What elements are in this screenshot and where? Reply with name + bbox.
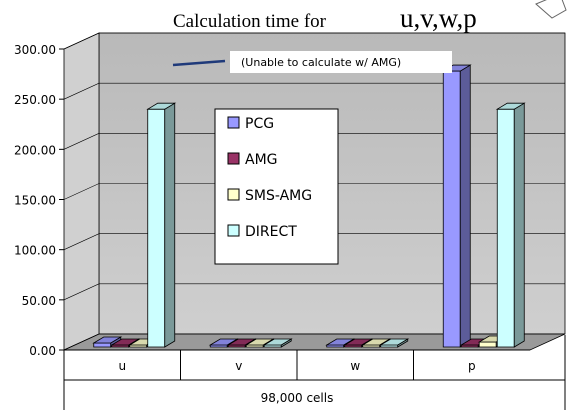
gridline — [63, 183, 565, 200]
y-tick-label: 150.00 — [14, 194, 56, 208]
x-tick-label: u — [118, 359, 126, 373]
annotation-leader-line — [172, 59, 226, 67]
bars — [92, 64, 526, 348]
legend-box — [214, 108, 339, 265]
x-axis: u v w p 98,000 cells — [63, 335, 566, 410]
bar-top — [226, 338, 257, 346]
y-tick-label: 250.00 — [14, 93, 56, 107]
gridline — [63, 233, 565, 250]
bar-front — [478, 341, 497, 348]
x-tick-label: p — [468, 359, 476, 373]
y-tick-label: 200.00 — [14, 143, 56, 157]
bar-side — [459, 64, 471, 348]
bar-front — [442, 70, 461, 348]
decorative-corner-shape — [535, 0, 567, 19]
bar-top — [343, 338, 374, 346]
x-tick-label: w — [350, 359, 360, 373]
gridline — [63, 283, 565, 301]
x-tick-label: v — [235, 359, 242, 373]
y-tick-label: 300.00 — [14, 43, 56, 57]
legend-label: PCG — [245, 116, 274, 132]
bar-side — [164, 102, 176, 348]
gridline — [63, 133, 565, 150]
y-axis-ticks: 0.00 50.00 100.00 150.00 200.00 250.00 300.00 — [14, 43, 64, 358]
gridlines — [63, 32, 565, 351]
gridline — [63, 32, 565, 50]
bar-front — [93, 342, 112, 348]
chart-title-text: Calculation time for — [173, 11, 327, 32]
bar-top — [262, 338, 293, 346]
bar-front — [496, 108, 515, 348]
chart-title-variables: u,v,w,p — [400, 3, 477, 33]
gridline — [63, 333, 565, 351]
bar-top — [92, 336, 123, 344]
y-tick-label: 50.00 — [22, 294, 56, 308]
legend-label: AMG — [245, 152, 278, 168]
bar-top — [361, 338, 392, 346]
legend-swatch — [227, 116, 240, 129]
legend-label: DIRECT — [245, 224, 297, 240]
annotation-text: (Unable to calculate w/ AMG) — [241, 56, 401, 69]
y-tick-label: 0.00 — [29, 344, 56, 358]
gridline — [63, 82, 565, 100]
bar-front — [147, 108, 166, 348]
chart-title: Calculation time for u,v,w,p — [173, 3, 477, 33]
bar-top — [110, 338, 141, 346]
x-group-label: 98,000 cells — [261, 391, 334, 405]
legend-swatch — [227, 188, 240, 201]
legend-label: SMS-AMG — [245, 188, 312, 204]
legend-swatch — [227, 152, 240, 165]
bar-top — [244, 338, 275, 346]
bar-side — [513, 102, 525, 348]
y-tick-label: 100.00 — [14, 244, 56, 258]
legend: PCG AMG SMS-AMG DIRECT — [214, 108, 339, 265]
bar-top — [379, 338, 410, 346]
bar-top — [208, 338, 239, 346]
legend-swatch — [227, 224, 240, 237]
bar-top — [325, 338, 356, 346]
bar-top — [495, 102, 526, 110]
annotation: (Unable to calculate w/ AMG) — [172, 51, 452, 73]
bar-top — [146, 102, 177, 110]
annotation-box — [230, 51, 452, 73]
